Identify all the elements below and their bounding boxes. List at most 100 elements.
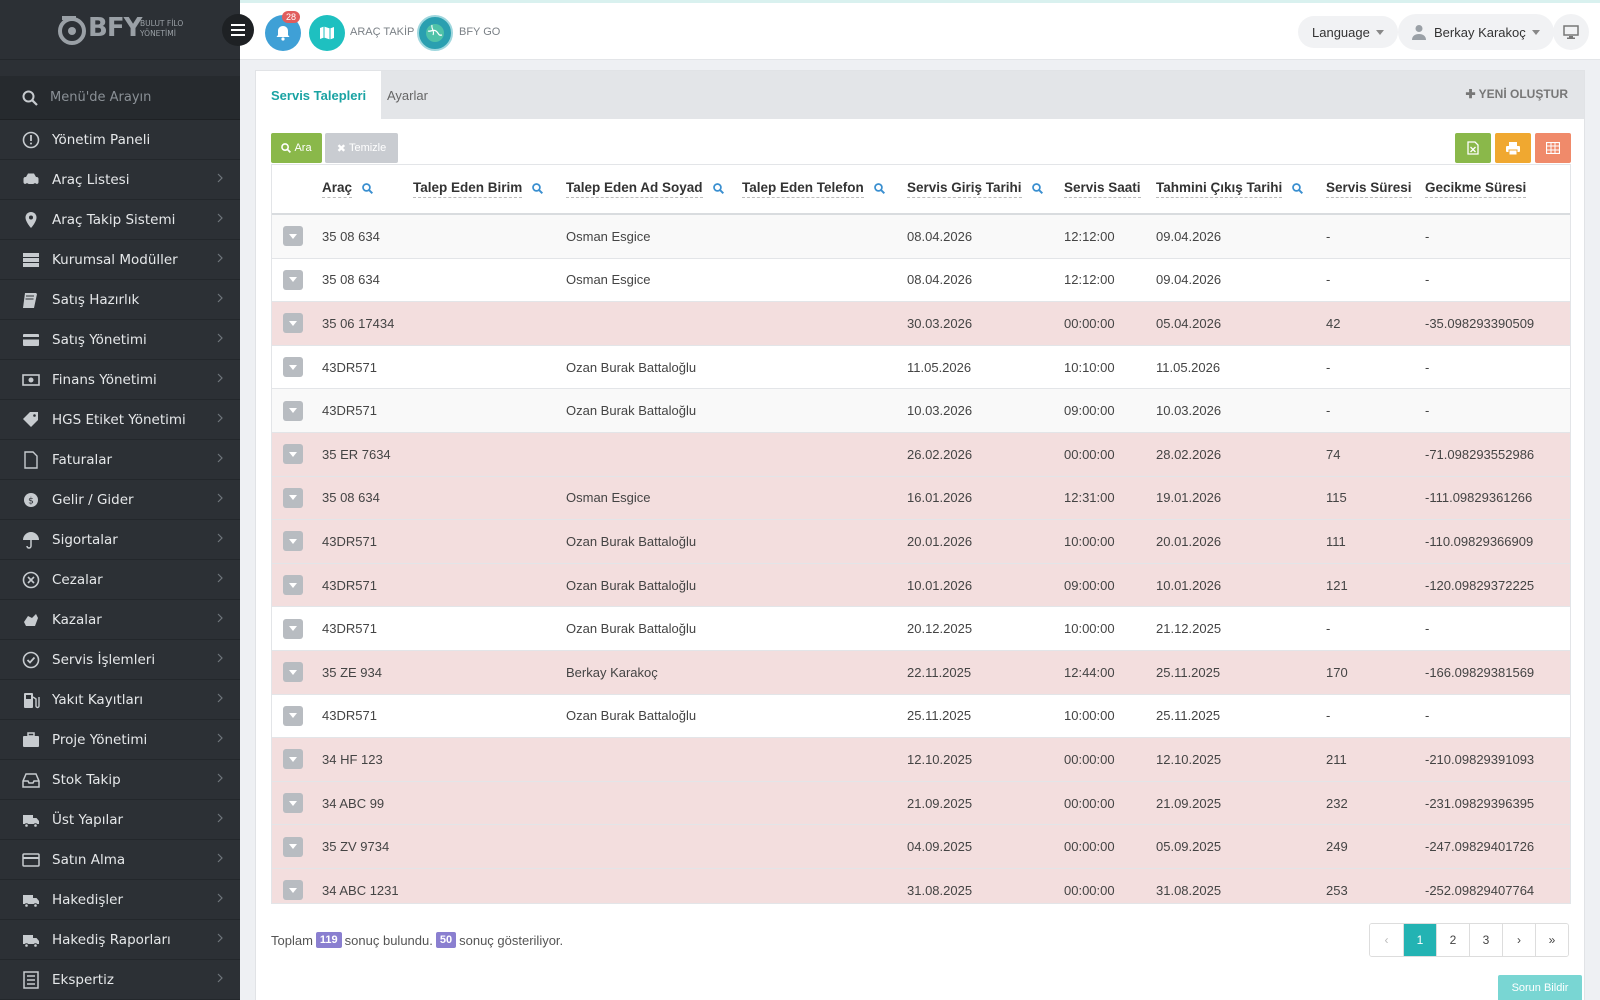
sidebar-item-8[interactable]: Faturalar bbox=[0, 440, 240, 480]
table-row[interactable]: 35 ER 7634 26.02.2026 00:00:00 28.02.2026 74… bbox=[272, 432, 1570, 477]
table-row[interactable]: 43DR571 Ozan Burak Battaloğlu 20.01.2026 10… bbox=[272, 520, 1570, 564]
table-row[interactable]: 35 ZV 9734 04.09.2025 00:00:00 05.09.2025 24… bbox=[272, 825, 1570, 869]
vehicle-link[interactable]: 43DR571 bbox=[322, 403, 377, 419]
clear-button[interactable]: ✖ Temizle bbox=[325, 133, 398, 163]
sidebar-item-9[interactable]: $ Gelir / Gider bbox=[0, 480, 240, 520]
row-expand-button[interactable] bbox=[283, 662, 303, 683]
column-header-7[interactable]: Servis Süresi bbox=[1326, 180, 1425, 198]
column-search-icon[interactable] bbox=[362, 182, 374, 197]
sidebar-item-13[interactable]: Servis İşlemleri bbox=[0, 640, 240, 680]
sidebar-item-16[interactable]: Stok Takip bbox=[0, 760, 240, 800]
columns-button[interactable] bbox=[1535, 133, 1571, 163]
report-issue-button[interactable]: Sorun Bildir bbox=[1498, 975, 1582, 1000]
vehicle-link[interactable]: 35 ZE 934 bbox=[322, 664, 382, 680]
column-header-4[interactable]: Servis Giriş Tarihi bbox=[907, 180, 1064, 198]
menu-search[interactable]: Menü'de Arayın bbox=[0, 76, 240, 120]
table-row[interactable]: 35 06 17434 30.03.2026 00:00:00 05.04.2026 4… bbox=[272, 302, 1570, 346]
sidebar-item-19[interactable]: Hakedişler bbox=[0, 880, 240, 920]
sidebar-item-21[interactable]: Ekspertiz bbox=[0, 960, 240, 1000]
table-row[interactable]: 43DR571 Ozan Burak Battaloğlu 20.12.2025 10… bbox=[272, 607, 1570, 651]
table-row[interactable]: 35 ZE 934 Berkay Karakoç 22.11.2025 12:44:0… bbox=[272, 650, 1570, 695]
print-button[interactable] bbox=[1495, 133, 1531, 163]
table-row[interactable]: 34 ABC 99 21.09.2025 00:00:00 21.09.2025 232… bbox=[272, 781, 1570, 826]
row-expand-button[interactable] bbox=[283, 357, 303, 378]
sidebar-item-11[interactable]: Cezalar bbox=[0, 560, 240, 600]
sidebar-item-0[interactable]: Yönetim Paneli bbox=[0, 120, 240, 160]
row-expand-button[interactable] bbox=[283, 444, 303, 465]
row-expand-button[interactable] bbox=[283, 575, 303, 596]
table-row[interactable]: 43DR571 Ozan Burak Battaloğlu 25.11.2025 10… bbox=[272, 694, 1570, 739]
table-row[interactable]: 34 HF 123 12.10.2025 00:00:00 12.10.2025 211… bbox=[272, 738, 1570, 782]
pagination-page-2[interactable]: 2 bbox=[1436, 924, 1469, 956]
column-header-0[interactable]: Araç bbox=[322, 180, 413, 198]
user-menu[interactable]: Berkay Karakoç bbox=[1398, 14, 1554, 50]
row-expand-button[interactable] bbox=[283, 400, 303, 421]
sidebar-item-1[interactable]: Araç Listesi bbox=[0, 160, 240, 200]
column-search-icon[interactable] bbox=[532, 182, 544, 197]
brand-logo[interactable]: BFY BULUT FİLO YÖNETİMİ bbox=[0, 0, 240, 60]
tab-ayarlar[interactable]: Ayarlar bbox=[387, 87, 428, 103]
tab-servis-talepleri[interactable]: Servis Talepleri bbox=[256, 71, 382, 119]
vehicle-link[interactable]: 43DR571 bbox=[322, 621, 377, 637]
column-header-8[interactable]: Gecikme Süresi bbox=[1425, 180, 1555, 198]
column-header-3[interactable]: Talep Eden Telefon bbox=[742, 180, 907, 198]
table-row[interactable]: 43DR571 Ozan Burak Battaloğlu 10.03.2026 09… bbox=[272, 389, 1570, 433]
sidebar-item-7[interactable]: HGS Etiket Yönetimi bbox=[0, 400, 240, 440]
sidebar-item-14[interactable]: Yakıt Kayıtları bbox=[0, 680, 240, 720]
export-excel-button[interactable] bbox=[1455, 133, 1491, 163]
column-header-1[interactable]: Talep Eden Birim bbox=[413, 180, 566, 198]
pagination-prev[interactable]: ‹ bbox=[1370, 924, 1403, 956]
pagination-next[interactable]: › bbox=[1502, 924, 1535, 956]
vehicle-link[interactable]: 35 ZV 9734 bbox=[322, 839, 390, 855]
fullscreen-button[interactable] bbox=[1553, 14, 1589, 50]
sidebar-item-12[interactable]: Kazalar bbox=[0, 600, 240, 640]
vehicle-link[interactable]: 43DR571 bbox=[322, 577, 377, 593]
vehicle-link[interactable]: 34 ABC 99 bbox=[322, 795, 385, 811]
row-expand-button[interactable] bbox=[283, 749, 303, 770]
column-header-5[interactable]: Servis Saati bbox=[1064, 180, 1156, 198]
table-row[interactable]: 34 ABC 1231 31.08.2025 00:00:00 31.08.2025 2… bbox=[272, 868, 1570, 903]
row-expand-button[interactable] bbox=[283, 793, 303, 814]
row-expand-button[interactable] bbox=[283, 487, 303, 508]
column-search-icon[interactable] bbox=[873, 182, 885, 197]
sidebar-item-5[interactable]: Satış Yönetimi bbox=[0, 320, 240, 360]
arac-takip-label[interactable]: ARAÇ TAKİP bbox=[350, 26, 415, 38]
row-expand-button[interactable] bbox=[283, 313, 303, 334]
row-expand-button[interactable] bbox=[283, 836, 303, 857]
sidebar-item-15[interactable]: Proje Yönetimi bbox=[0, 720, 240, 760]
column-search-icon[interactable] bbox=[1031, 182, 1043, 197]
sidebar-item-18[interactable]: Satın Alma bbox=[0, 840, 240, 880]
vehicle-link[interactable]: 34 ABC 1231 bbox=[322, 882, 399, 898]
row-expand-button[interactable] bbox=[283, 618, 303, 639]
table-row[interactable]: 35 08 634 Osman Esgice 08.04.2026 12:12:00 0… bbox=[272, 215, 1570, 259]
bfy-go-button[interactable] bbox=[417, 15, 453, 51]
row-expand-button[interactable] bbox=[283, 705, 303, 726]
table-row[interactable]: 35 08 634 Osman Esgice 16.01.2026 12:31:00 1… bbox=[272, 476, 1570, 521]
pagination-page-1[interactable]: 1 bbox=[1403, 924, 1436, 956]
language-dropdown[interactable]: Language bbox=[1298, 16, 1398, 48]
sidebar-item-6[interactable]: Finans Yönetimi bbox=[0, 360, 240, 400]
vehicle-link[interactable]: 43DR571 bbox=[322, 708, 377, 724]
column-search-icon[interactable] bbox=[1292, 182, 1304, 197]
pagination-last[interactable]: » bbox=[1535, 924, 1568, 956]
new-create-button[interactable]: ✚ YENİ OLUŞTUR bbox=[1465, 87, 1568, 101]
row-expand-button[interactable] bbox=[283, 269, 303, 290]
sidebar-item-2[interactable]: Araç Takip Sistemi bbox=[0, 200, 240, 240]
vehicle-link[interactable]: 43DR571 bbox=[322, 359, 377, 375]
vehicle-link[interactable]: 35 08 634 bbox=[322, 490, 380, 506]
bfy-go-label[interactable]: BFY GO bbox=[459, 26, 501, 38]
vehicle-link[interactable]: 43DR571 bbox=[322, 533, 377, 549]
arac-takip-button[interactable] bbox=[309, 15, 345, 51]
table-row[interactable]: 43DR571 Ozan Burak Battaloğlu 11.05.2026 10… bbox=[272, 345, 1570, 390]
vehicle-link[interactable]: 35 ER 7634 bbox=[322, 446, 391, 462]
table-row[interactable]: 43DR571 Ozan Burak Battaloğlu 10.01.2026 09… bbox=[272, 563, 1570, 608]
pagination-page-3[interactable]: 3 bbox=[1469, 924, 1502, 956]
column-header-2[interactable]: Talep Eden Ad Soyad bbox=[566, 180, 742, 198]
vehicle-link[interactable]: 35 06 17434 bbox=[322, 315, 395, 331]
sidebar-item-3[interactable]: Kurumsal Modüller bbox=[0, 240, 240, 280]
vehicle-link[interactable]: 34 HF 123 bbox=[322, 751, 383, 767]
sidebar-item-17[interactable]: Üst Yapılar bbox=[0, 800, 240, 840]
vehicle-link[interactable]: 35 08 634 bbox=[322, 272, 380, 288]
sidebar-item-10[interactable]: Sigortalar bbox=[0, 520, 240, 560]
sidebar-item-20[interactable]: Hakediş Raporları bbox=[0, 920, 240, 960]
